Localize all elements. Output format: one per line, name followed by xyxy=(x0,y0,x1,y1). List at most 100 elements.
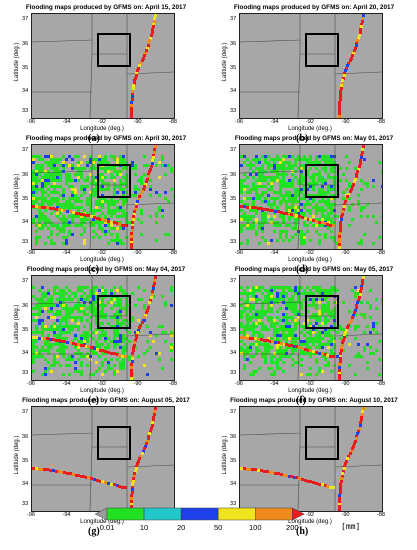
flood-cell xyxy=(318,242,321,245)
river-cell xyxy=(49,338,52,341)
flood-cell xyxy=(131,319,134,322)
flood-cell xyxy=(261,218,264,221)
flood-cell xyxy=(101,188,104,191)
flood-cell xyxy=(315,328,318,331)
river-cell xyxy=(133,210,136,213)
flood-cell xyxy=(330,203,333,206)
flood-cell xyxy=(68,325,71,328)
flood-cell xyxy=(38,173,41,176)
flood-cell xyxy=(50,191,53,194)
flood-cell xyxy=(53,173,56,176)
flood-cell xyxy=(95,352,98,355)
flood-cell xyxy=(80,319,83,322)
flood-cell xyxy=(56,337,59,340)
flood-cell xyxy=(267,155,270,158)
flood-cell xyxy=(110,173,113,176)
flood-cell xyxy=(92,209,95,212)
flood-cell xyxy=(110,358,113,361)
flood-cell xyxy=(77,215,80,218)
flood-cell xyxy=(107,167,110,170)
flood-cell xyxy=(252,313,255,316)
flood-cell xyxy=(95,292,98,295)
flood-cell xyxy=(56,224,59,227)
flood-cell xyxy=(116,215,119,218)
x-tick-label: -90 xyxy=(341,119,350,125)
river-cell xyxy=(130,115,133,118)
flood-cell xyxy=(116,161,119,164)
flood-cell xyxy=(149,194,152,197)
map-panel: Flooding maps produced by GFMS on: May 0… xyxy=(208,135,413,275)
river-cell xyxy=(93,216,96,219)
river-cell xyxy=(135,74,138,77)
river-cell xyxy=(260,469,263,472)
flood-cell xyxy=(53,197,56,200)
flood-cell xyxy=(300,331,303,334)
y-axis-label: Latitude (deg.) xyxy=(222,304,228,344)
flood-cell xyxy=(291,179,294,182)
flood-cell xyxy=(252,331,255,334)
flood-cell xyxy=(315,298,318,301)
flood-cell xyxy=(86,161,89,164)
river-cell xyxy=(343,74,346,77)
flood-cell xyxy=(297,337,300,340)
flood-cell xyxy=(41,218,44,221)
flood-cell xyxy=(56,233,59,236)
flood-cell xyxy=(321,209,324,212)
flood-cell xyxy=(74,224,77,227)
flood-cell xyxy=(315,203,318,206)
flood-cell xyxy=(300,352,303,355)
flood-cell xyxy=(246,176,249,179)
river-cell xyxy=(309,218,312,221)
river-cell xyxy=(357,37,360,40)
flood-cell xyxy=(288,167,291,170)
flood-cell xyxy=(252,307,255,310)
flood-cell xyxy=(38,203,41,206)
river-cell xyxy=(58,470,61,473)
river-cell xyxy=(315,351,318,354)
flood-cell xyxy=(276,316,279,319)
flood-cell xyxy=(285,328,288,331)
flood-cell xyxy=(47,182,50,185)
flood-cell xyxy=(74,206,77,209)
flood-cell xyxy=(270,325,273,328)
river-cell xyxy=(338,494,341,497)
river-cell xyxy=(360,154,363,157)
river-cell xyxy=(347,455,350,458)
flood-cell xyxy=(309,337,312,340)
flood-cell xyxy=(309,373,312,376)
flood-cell xyxy=(363,349,366,352)
flood-cell xyxy=(276,173,279,176)
flood-cell xyxy=(255,316,258,319)
flood-cell xyxy=(56,161,59,164)
flood-cell xyxy=(35,316,38,319)
flood-cell xyxy=(77,167,80,170)
flood-cell xyxy=(270,164,273,167)
flood-cell xyxy=(315,230,318,233)
flood-cell xyxy=(327,313,330,316)
flood-cell xyxy=(92,236,95,239)
flood-cell xyxy=(258,176,261,179)
flood-cell xyxy=(125,292,128,295)
flood-cell xyxy=(38,349,41,352)
flood-cell xyxy=(315,322,318,325)
flood-cell xyxy=(273,215,276,218)
flood-cell xyxy=(62,292,65,295)
river-cell xyxy=(124,355,127,358)
flood-cell xyxy=(68,185,71,188)
flood-cell xyxy=(291,167,294,170)
flood-cell xyxy=(276,286,279,289)
river-cell xyxy=(338,101,341,104)
x-axis-label: Longitude (deg.) xyxy=(288,519,332,525)
flood-cell xyxy=(321,194,324,197)
flood-cell xyxy=(50,370,53,373)
flood-cell xyxy=(309,352,312,355)
river-cell xyxy=(151,424,154,427)
river-cell xyxy=(136,200,139,203)
flood-cell xyxy=(95,301,98,304)
flood-cell xyxy=(92,289,95,292)
flood-cell xyxy=(98,367,101,370)
x-tick-label: -94 xyxy=(270,381,279,387)
flood-cell xyxy=(246,197,249,200)
flood-cell xyxy=(306,203,309,206)
flood-cell xyxy=(50,343,53,346)
